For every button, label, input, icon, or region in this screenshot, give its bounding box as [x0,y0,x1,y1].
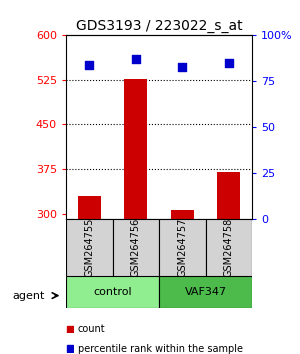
Point [180,64,185,69]
Bar [217,172,240,219]
Text: count: count [78,324,106,334]
Text: GSM264756: GSM264756 [131,218,141,278]
Text: control: control [93,287,132,297]
FancyBboxPatch shape [66,219,112,276]
Bar [124,79,147,219]
FancyBboxPatch shape [159,219,206,276]
Text: percentile rank within the sample: percentile rank within the sample [78,344,243,354]
Text: GSM264757: GSM264757 [177,218,187,278]
Bar [67,326,73,333]
FancyBboxPatch shape [206,219,252,276]
Point [87,62,92,68]
Bar [78,196,101,219]
FancyBboxPatch shape [159,276,252,308]
Text: GSM264758: GSM264758 [224,218,234,278]
FancyBboxPatch shape [66,276,159,308]
Text: VAF347: VAF347 [184,287,226,297]
Point [226,60,231,66]
FancyBboxPatch shape [112,219,159,276]
Point [133,57,138,62]
Bar [67,345,73,352]
Text: GSM264755: GSM264755 [84,218,94,278]
Bar [171,210,194,219]
Title: GDS3193 / 223022_s_at: GDS3193 / 223022_s_at [76,19,242,33]
Text: agent: agent [12,291,44,301]
